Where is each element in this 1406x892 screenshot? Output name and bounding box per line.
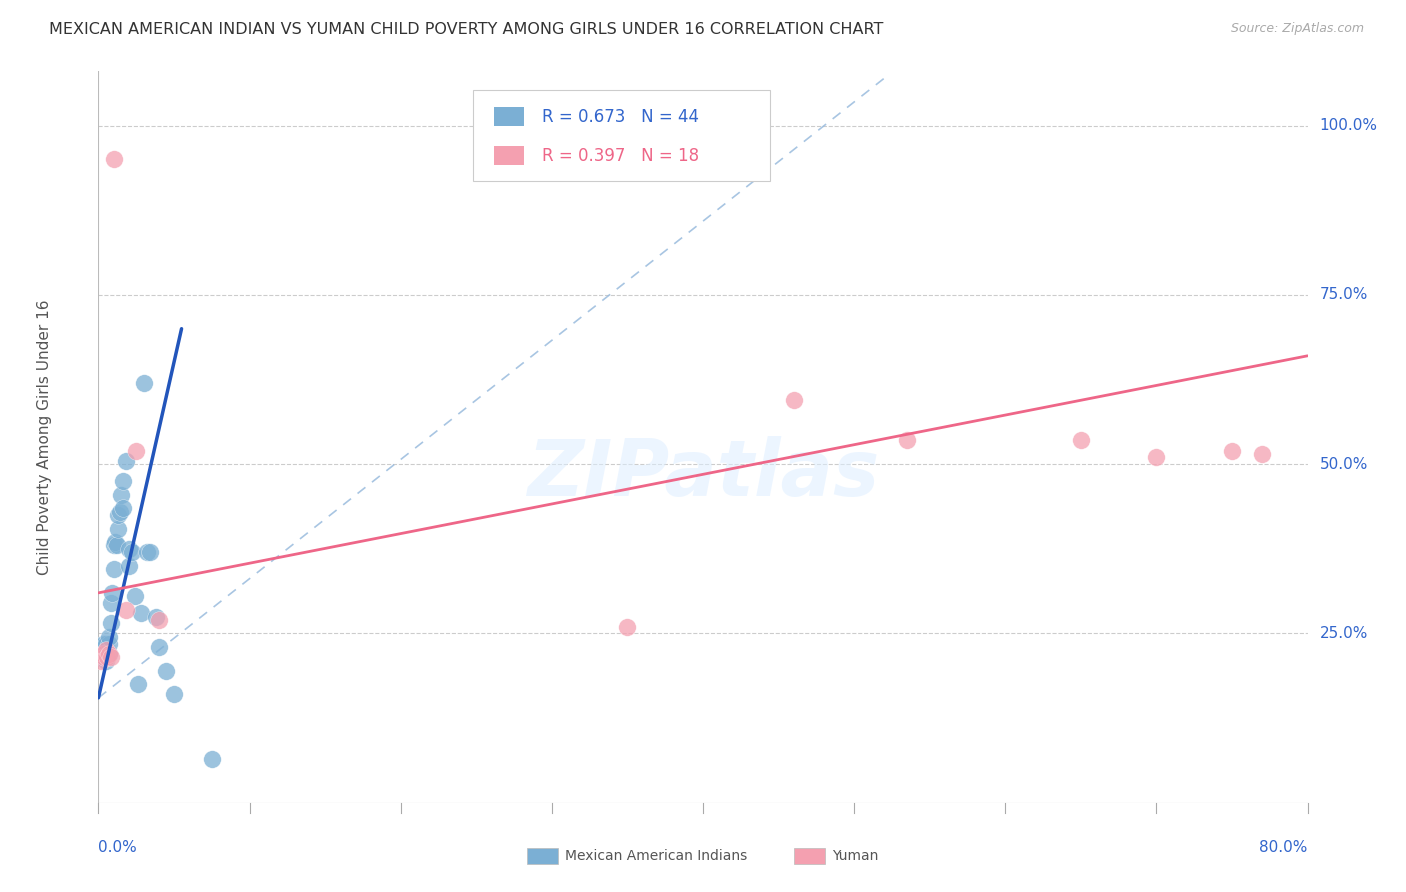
Point [105, 538, 128, 552]
Point [100, 616, 122, 631]
Text: Source: ZipAtlas.com: Source: ZipAtlas.com [1230, 22, 1364, 36]
Point [1070, 434, 1092, 448]
Text: Yuman: Yuman [832, 849, 879, 863]
Bar [494, 107, 524, 126]
Point [98, 647, 121, 661]
Point [127, 677, 149, 691]
Point [121, 545, 143, 559]
Point [135, 545, 157, 559]
Point [132, 376, 155, 390]
Text: 0.0%: 0.0% [98, 840, 138, 855]
Point [1144, 450, 1167, 465]
Point [616, 620, 638, 634]
Point [148, 640, 170, 654]
Point [98, 630, 121, 644]
Point [91, 643, 114, 657]
Point [1251, 447, 1274, 461]
Point [100, 596, 122, 610]
Point [145, 609, 167, 624]
Bar [494, 146, 524, 165]
Point [93, 643, 115, 657]
Point [101, 586, 124, 600]
Point [155, 664, 177, 678]
Point [94, 643, 117, 657]
Point [91, 650, 114, 665]
Point [107, 508, 129, 522]
Point [100, 650, 122, 665]
Text: 25.0%: 25.0% [1320, 626, 1368, 641]
Point [90, 654, 112, 668]
Point [783, 392, 806, 407]
Point [98, 637, 121, 651]
Point [124, 589, 146, 603]
Point [139, 545, 162, 559]
Point [111, 501, 134, 516]
Text: Mexican American Indians: Mexican American Indians [565, 849, 748, 863]
Point [118, 541, 141, 556]
Point [129, 606, 152, 620]
Point [108, 505, 131, 519]
Point [103, 153, 125, 167]
Point [93, 637, 115, 651]
Point [98, 647, 121, 661]
Point [96, 643, 118, 657]
Text: MEXICAN AMERICAN INDIAN VS YUMAN CHILD POVERTY AMONG GIRLS UNDER 16 CORRELATION : MEXICAN AMERICAN INDIAN VS YUMAN CHILD P… [49, 22, 883, 37]
Point [118, 558, 141, 573]
Text: ZIPatlas: ZIPatlas [527, 435, 879, 512]
Text: R = 0.397   N = 18: R = 0.397 N = 18 [543, 147, 699, 165]
Point [94, 647, 117, 661]
Point [91, 637, 114, 651]
Point [201, 752, 224, 766]
Point [93, 650, 115, 665]
Text: 50.0%: 50.0% [1320, 457, 1368, 472]
Point [96, 650, 118, 665]
Point [163, 688, 186, 702]
Text: 100.0%: 100.0% [1320, 118, 1378, 133]
Point [125, 443, 148, 458]
Point [896, 434, 918, 448]
Point [91, 647, 114, 661]
Point [114, 454, 136, 468]
Point [96, 650, 118, 665]
Point [107, 521, 129, 535]
Text: Child Poverty Among Girls Under 16: Child Poverty Among Girls Under 16 [37, 300, 52, 574]
Point [93, 650, 115, 665]
Point [94, 637, 117, 651]
Point [90, 650, 112, 665]
Point [90, 643, 112, 657]
FancyBboxPatch shape [474, 90, 769, 181]
Point [111, 474, 134, 488]
Text: 75.0%: 75.0% [1320, 287, 1368, 302]
Point [1220, 443, 1243, 458]
Text: R = 0.673   N = 44: R = 0.673 N = 44 [543, 108, 699, 126]
Point [103, 538, 125, 552]
Point [104, 535, 127, 549]
Text: 80.0%: 80.0% [1260, 840, 1308, 855]
Point [148, 613, 170, 627]
Point [103, 562, 125, 576]
Point [110, 488, 132, 502]
Point [114, 603, 136, 617]
Point [94, 654, 117, 668]
